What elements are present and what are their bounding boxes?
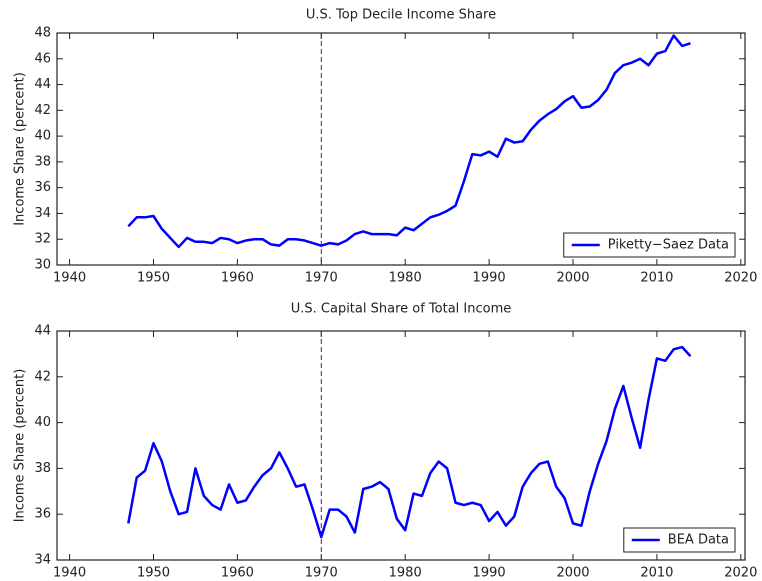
x-tick-label: 1950: [137, 566, 170, 581]
x-tick-label: 2010: [640, 271, 673, 286]
chart-title: U.S. Capital Share of Total Income: [291, 302, 512, 317]
y-tick-label: 44: [34, 324, 51, 339]
data-line: [127, 345, 692, 539]
x-tick-label: 1960: [221, 271, 254, 286]
x-tick-label: 1970: [305, 271, 338, 286]
x-tick-label: 2020: [724, 566, 757, 581]
data-line: [127, 34, 691, 249]
y-tick-label: 38: [34, 461, 51, 476]
y-tick-label: 36: [34, 507, 51, 522]
legend-label: Piketty−Saez Data: [608, 238, 729, 253]
x-tick-label: 1990: [473, 271, 506, 286]
x-tick-label: 1990: [473, 566, 506, 581]
x-tick-label: 1980: [389, 271, 422, 286]
y-axis-label: Income Share (percent): [13, 369, 28, 523]
legend-label: BEA Data: [668, 533, 729, 548]
x-tick-label: 1980: [389, 566, 422, 581]
y-tick-label: 30: [34, 258, 51, 273]
y-tick-label: 42: [34, 103, 51, 118]
x-tick-label: 2020: [724, 271, 757, 286]
y-tick-label: 46: [34, 51, 51, 66]
y-tick-label: 38: [34, 154, 51, 169]
plot-frame: [56, 32, 746, 266]
x-tick-label: 1970: [305, 566, 338, 581]
x-tick-label: 1950: [137, 271, 170, 286]
y-tick-label: 40: [34, 415, 51, 430]
y-tick-label: 34: [34, 553, 51, 568]
y-tick-label: 36: [34, 180, 51, 195]
x-tick-label: 2010: [640, 566, 673, 581]
chart-title: U.S. Top Decile Income Share: [306, 8, 496, 23]
plot-frame: [56, 330, 746, 561]
x-tick-label: 2000: [556, 566, 589, 581]
x-tick-label: 1960: [221, 566, 254, 581]
y-tick-label: 32: [34, 232, 51, 247]
y-tick-label: 40: [34, 129, 51, 144]
x-tick-label: 2000: [556, 271, 589, 286]
y-tick-label: 42: [34, 369, 51, 384]
y-tick-label: 44: [34, 77, 51, 92]
y-tick-label: 48: [34, 26, 51, 41]
x-tick-label: 1940: [53, 566, 86, 581]
y-axis-label: Income Share (percent): [13, 72, 28, 226]
y-tick-label: 34: [34, 206, 51, 221]
x-tick-label: 1940: [53, 271, 86, 286]
